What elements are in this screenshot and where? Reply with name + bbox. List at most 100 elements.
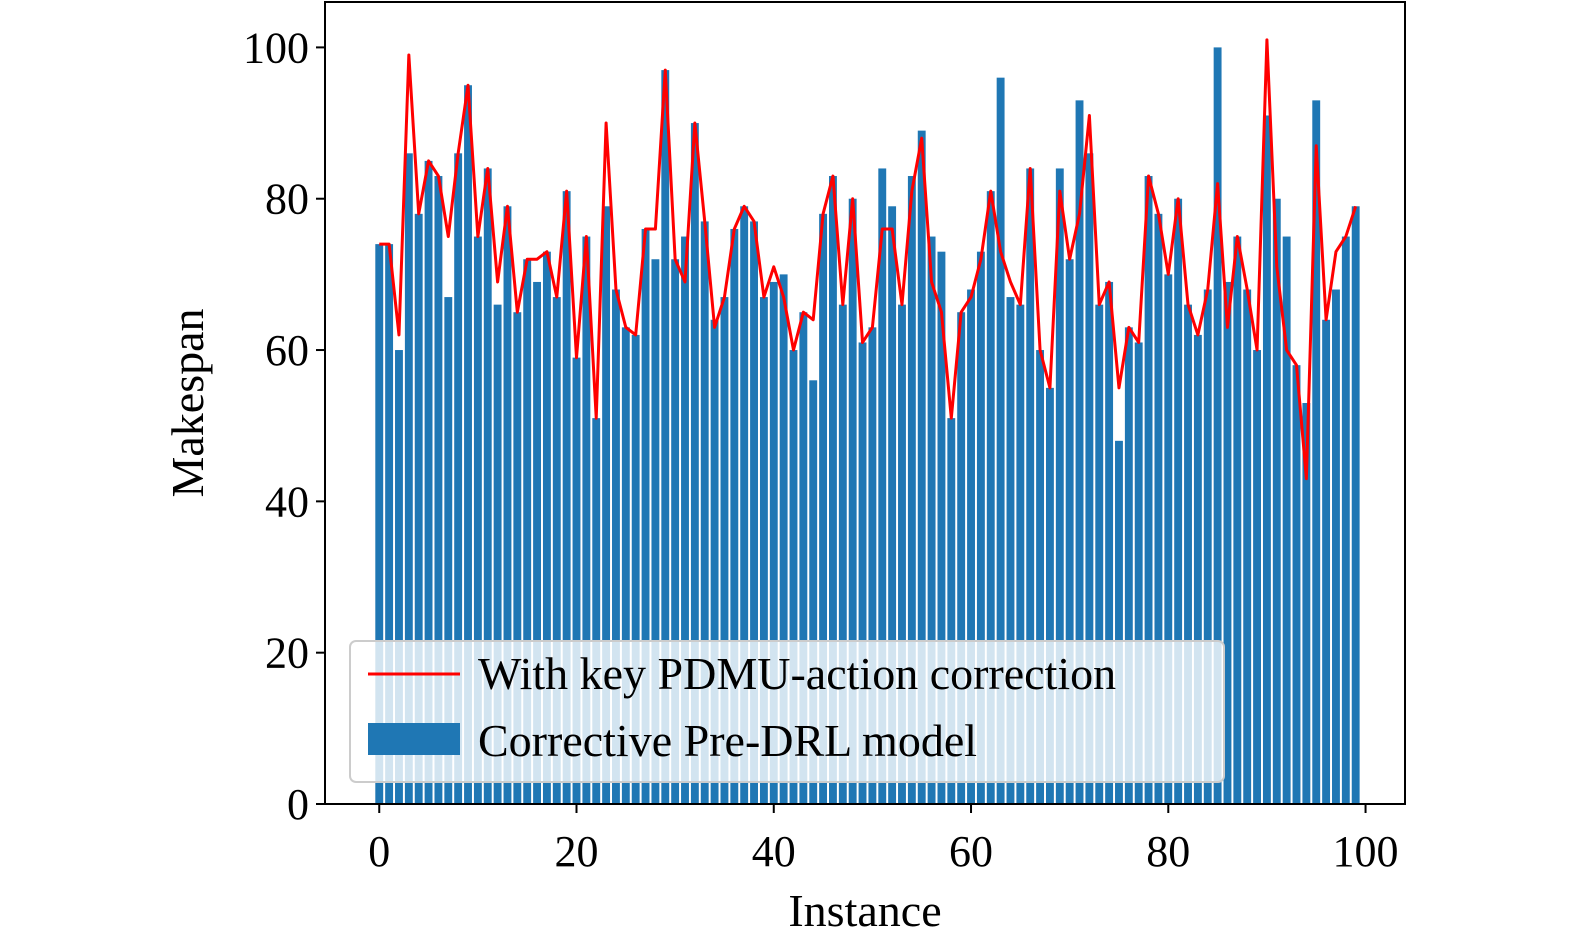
bar-instance-5 — [424, 160, 433, 805]
bar-instance-23 — [602, 206, 611, 804]
bar-instance-91 — [1272, 198, 1281, 804]
bar-instance-84 — [1203, 289, 1212, 805]
bar-instance-68 — [1045, 387, 1054, 804]
bar-instance-66 — [1026, 168, 1035, 805]
bar-instance-6 — [434, 176, 443, 805]
bar-instance-0 — [375, 244, 384, 804]
bar-instance-41 — [779, 274, 788, 805]
bar-instance-12 — [493, 304, 502, 804]
bar-instance-96 — [1322, 319, 1331, 804]
bar-instance-32 — [690, 123, 699, 805]
bar-instance-63 — [996, 77, 1005, 804]
bar-instance-93 — [1292, 365, 1301, 804]
bar-instance-89 — [1253, 350, 1261, 804]
bar-instance-40 — [769, 281, 778, 805]
bar-instance-15 — [523, 259, 532, 805]
bar-instance-97 — [1332, 289, 1340, 805]
bar-instance-55 — [917, 130, 926, 805]
bar-instance-65 — [1016, 304, 1025, 804]
bar-instance-51 — [878, 168, 887, 805]
y-tick-label: 80 — [265, 175, 309, 224]
bar-instance-11 — [483, 168, 492, 805]
bar-instance-3 — [404, 153, 413, 805]
bar-instance-73 — [1095, 304, 1104, 804]
bar-instance-98 — [1341, 236, 1350, 804]
x-tick-label: 60 — [949, 827, 993, 876]
bar-instance-33 — [700, 221, 709, 804]
bar-instance-71 — [1075, 100, 1084, 804]
plot-frame — [324, 1, 1406, 805]
bar-instance-43 — [799, 312, 808, 804]
y-tick-label: 100 — [243, 23, 309, 72]
bar-instance-77 — [1134, 342, 1143, 804]
bar-instance-80 — [1164, 274, 1173, 805]
bar-instance-94 — [1302, 403, 1311, 804]
bar-instance-25 — [621, 327, 630, 804]
bar-instance-58 — [947, 418, 956, 804]
bar-instance-31 — [681, 236, 689, 804]
bar-instance-86 — [1223, 281, 1232, 805]
x-tick-label: 80 — [1146, 827, 1190, 876]
bar-series — [375, 47, 1360, 805]
x-tick-label: 0 — [368, 827, 390, 876]
bar-instance-88 — [1243, 289, 1252, 805]
bar-instance-1 — [385, 244, 394, 804]
bar-instance-30 — [671, 259, 680, 805]
bar-instance-8 — [454, 153, 463, 805]
bar-instance-81 — [1174, 198, 1183, 804]
bar-instance-47 — [838, 304, 847, 804]
bar-instance-37 — [740, 206, 749, 804]
bar-instance-21 — [582, 236, 591, 804]
bar-instance-34 — [710, 319, 719, 804]
x-tick-label: 20 — [555, 827, 599, 876]
bar-instance-62 — [986, 191, 995, 804]
y-axis-label: Makespan — [162, 308, 213, 497]
bar-instance-27 — [641, 228, 650, 804]
bar-instance-79 — [1154, 213, 1163, 804]
bar-instance-64 — [1006, 297, 1015, 804]
bar-instance-28 — [651, 259, 660, 805]
bar-instance-4 — [414, 213, 423, 804]
bar-instance-50 — [868, 327, 877, 804]
bar-instance-60 — [967, 289, 975, 805]
bar-instance-87 — [1233, 236, 1242, 804]
x-axis: 0 20 40 60 80 100 — [368, 804, 1399, 876]
bar-instance-44 — [809, 380, 818, 804]
bar-instance-17 — [542, 251, 551, 804]
bar-instance-61 — [976, 251, 985, 804]
bar-instance-29 — [661, 70, 670, 804]
y-tick-label: 20 — [265, 629, 309, 678]
bar-instance-2 — [395, 350, 403, 804]
bar-instance-46 — [829, 176, 837, 805]
legend-box — [349, 640, 1225, 783]
legend-bar-swatch — [368, 723, 460, 755]
bar-instance-59 — [957, 312, 966, 804]
y-tick-label: 0 — [287, 780, 309, 829]
bar-instance-24 — [612, 289, 620, 805]
bar-instance-85 — [1213, 47, 1222, 804]
bar-instance-76 — [1124, 327, 1133, 804]
bar-instance-35 — [720, 297, 729, 804]
bar-instance-53 — [898, 304, 906, 804]
bar-instance-49 — [858, 342, 867, 804]
bar-instance-52 — [888, 206, 897, 804]
bar-instance-36 — [730, 228, 739, 804]
bar-instance-39 — [759, 297, 768, 804]
y-axis: 0 20 40 60 80 100 — [243, 23, 325, 829]
y-tick-label: 60 — [265, 326, 309, 375]
x-tick-label: 40 — [752, 827, 796, 876]
bar-instance-22 — [592, 418, 601, 804]
bar-instance-7 — [444, 297, 453, 804]
bar-instance-38 — [750, 221, 758, 804]
bar-instance-18 — [552, 297, 561, 804]
bar-instance-67 — [1036, 350, 1045, 804]
bar-instance-19 — [562, 191, 571, 804]
bar-instance-48 — [848, 198, 857, 804]
line-series-with-key-pdmu-correction — [379, 38, 1358, 481]
legend-label-bar: Corrective Pre-DRL model — [478, 715, 977, 766]
bar-instance-9 — [464, 85, 472, 804]
bar-instance-57 — [937, 251, 946, 804]
bar-instance-83 — [1193, 334, 1202, 804]
bar-instance-78 — [1144, 176, 1153, 805]
